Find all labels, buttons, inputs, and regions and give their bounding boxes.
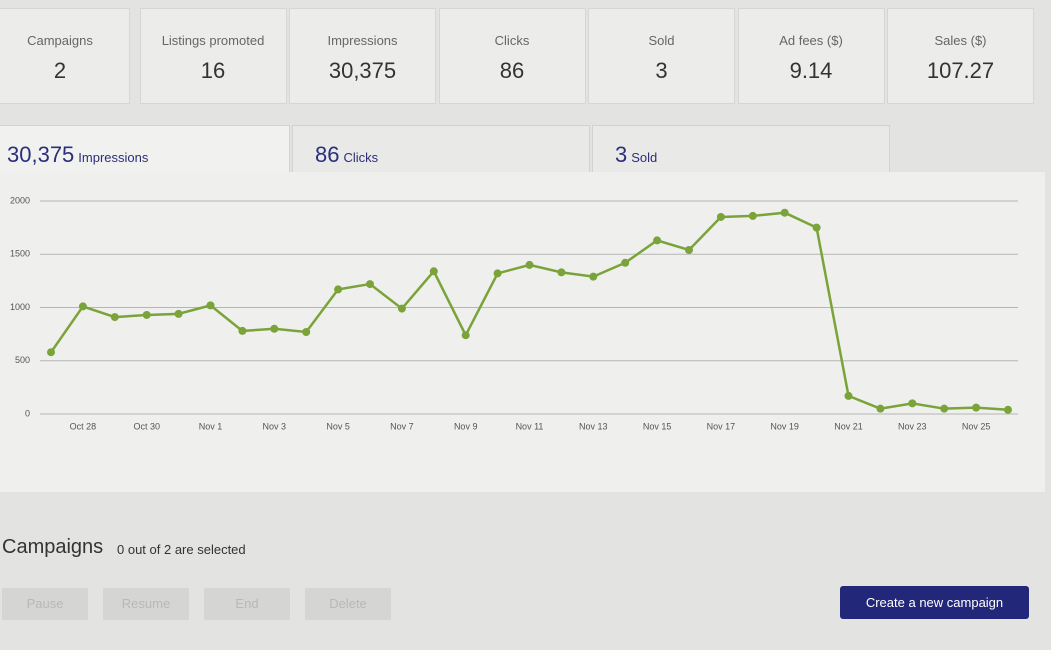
stat-value: 3 xyxy=(655,58,668,83)
stat-label: Clicks xyxy=(494,33,530,48)
stat-card: Sold 3 xyxy=(588,8,735,104)
x-tick-label: Nov 7 xyxy=(390,421,414,431)
data-point xyxy=(142,310,151,319)
data-point xyxy=(589,272,598,281)
x-tick-label: Nov 5 xyxy=(326,421,350,431)
data-point xyxy=(525,260,534,269)
stat-label: Impressions xyxy=(327,33,398,48)
y-tick-label: 0 xyxy=(25,408,30,418)
x-tick-label: Nov 11 xyxy=(516,421,544,431)
metric-tab[interactable]: 86 Clicks xyxy=(292,125,590,175)
stat-value: 9.14 xyxy=(789,58,833,83)
x-tick-label: Nov 3 xyxy=(263,421,287,431)
data-point xyxy=(174,309,183,318)
data-point xyxy=(972,403,981,412)
data-point xyxy=(302,327,311,336)
data-point xyxy=(844,391,853,400)
data-point xyxy=(812,223,821,232)
x-tick-label: Nov 1 xyxy=(199,421,223,431)
data-point xyxy=(685,245,693,254)
x-tick-label: Nov 19 xyxy=(770,421,799,431)
stat-card: Campaigns 2 xyxy=(0,8,130,104)
stat-label: Ad fees ($) xyxy=(779,33,843,48)
data-point xyxy=(748,211,757,220)
data-point xyxy=(908,399,917,408)
x-tick-label: Nov 15 xyxy=(643,421,672,431)
stat-label: Listings promoted xyxy=(161,33,265,48)
data-point xyxy=(206,301,215,310)
stat-card: Sales ($) 107.27 xyxy=(887,8,1034,104)
action-button[interactable]: Pause xyxy=(2,588,88,620)
x-tick-label: Nov 23 xyxy=(898,421,927,431)
data-point xyxy=(780,208,789,217)
y-tick-label: 2000 xyxy=(10,195,30,205)
tab-value: 86 xyxy=(315,142,340,167)
data-point xyxy=(940,404,949,413)
action-button[interactable]: End xyxy=(204,588,290,620)
data-point xyxy=(78,302,87,311)
x-tick-label: Oct 30 xyxy=(133,421,160,431)
data-point xyxy=(110,313,119,322)
data-point xyxy=(493,269,502,278)
y-tick-label: 1500 xyxy=(10,249,30,259)
x-tick-label: Nov 21 xyxy=(834,421,863,431)
metric-tab[interactable]: 30,375 Impressions xyxy=(0,125,290,175)
x-tick-label: Nov 9 xyxy=(454,421,478,431)
stat-card: Ad fees ($) 9.14 xyxy=(737,8,885,104)
data-point xyxy=(366,280,374,289)
action-button[interactable]: Delete xyxy=(305,588,391,620)
data-point xyxy=(621,258,630,267)
data-point xyxy=(653,236,662,245)
selection-count: 0 out of 2 are selected xyxy=(117,542,246,557)
create-button[interactable]: Create a new campaign xyxy=(840,586,1029,619)
stat-value: 30,375 xyxy=(328,58,397,83)
data-point xyxy=(238,326,247,335)
campaigns-title: Campaigns xyxy=(2,536,104,558)
chart-bg xyxy=(0,172,1045,492)
tab-label: Impressions xyxy=(78,150,149,165)
stat-label: Campaigns xyxy=(27,33,93,48)
data-point xyxy=(557,268,566,277)
stat-value: 107.27 xyxy=(926,58,995,83)
x-tick-label: Nov 17 xyxy=(707,421,736,431)
stat-card: Listings promoted 16 xyxy=(139,8,287,104)
data-point xyxy=(397,304,406,313)
data-point xyxy=(461,331,470,340)
data-point xyxy=(876,404,885,413)
tab-label: Sold xyxy=(631,150,658,165)
stat-value: 2 xyxy=(53,58,67,83)
x-tick-label: Oct 28 xyxy=(70,421,97,431)
stat-label: Sold xyxy=(648,33,675,48)
data-point xyxy=(270,324,279,333)
y-tick-label: 1000 xyxy=(10,302,30,312)
x-tick-label: Nov 25 xyxy=(962,421,991,431)
chart: 0 500 1000 1500 2000 Oct 28 Oct 30 Nov 1 Nov 3 No… xyxy=(0,172,1045,492)
data-point xyxy=(1004,405,1012,414)
stat-card: Clicks 86 xyxy=(438,8,586,104)
y-tick-label: 500 xyxy=(15,355,30,365)
data-point xyxy=(716,212,725,221)
tab-value: 30,375 xyxy=(7,142,75,167)
x-tick-label: Nov 13 xyxy=(579,421,608,431)
stat-value: 16 xyxy=(200,58,226,83)
tab-value: 3 xyxy=(615,142,628,167)
stat-label: Sales ($) xyxy=(934,33,987,48)
data-point xyxy=(429,267,438,276)
stat-card: Impressions 30,375 xyxy=(289,8,436,104)
data-point xyxy=(47,348,55,357)
action-button[interactable]: Resume xyxy=(103,588,189,620)
data-point xyxy=(334,285,343,294)
metric-tab[interactable]: 3 Sold xyxy=(592,125,890,175)
tab-label: Clicks xyxy=(343,150,379,165)
stat-value: 86 xyxy=(499,58,525,83)
